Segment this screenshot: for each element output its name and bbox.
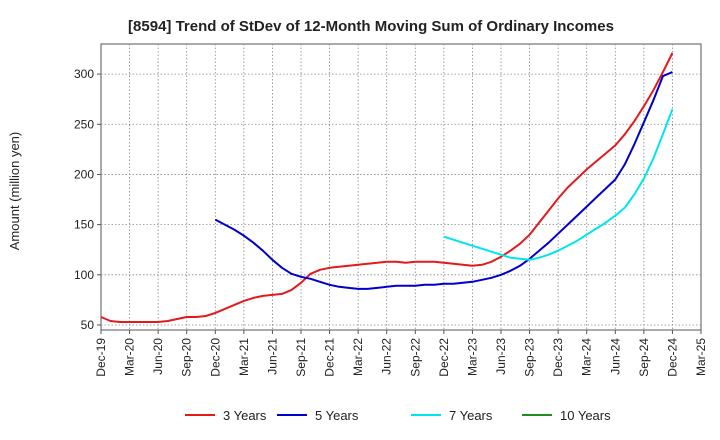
x-tick-label: Sep-23 — [523, 338, 537, 377]
x-tick-label: Mar-20 — [123, 338, 137, 376]
x-tick-label: Jun-22 — [380, 338, 394, 375]
x-tick-label: Dec-19 — [94, 338, 108, 377]
x-tick-label: Jun-23 — [494, 338, 508, 375]
y-tick-label: 300 — [74, 67, 94, 81]
x-tick-label: Dec-20 — [208, 338, 222, 377]
x-tick-label: Mar-22 — [351, 338, 365, 376]
chart-title: [8594] Trend of StDev of 12-Month Moving… — [128, 18, 614, 35]
x-tick-label: Dec-24 — [665, 338, 679, 377]
x-tick-label: Dec-23 — [551, 338, 565, 377]
x-tick-label: Mar-23 — [465, 338, 479, 376]
y-tick-label: 150 — [74, 218, 94, 232]
plot-area: Dec-19 Mar-20 Jun-20 Sep-20 Dec-20 Mar-21 Jun-… — [74, 43, 708, 377]
legend-label-3-years: 3 Years — [223, 408, 267, 423]
x-tick-label: Sep-21 — [294, 338, 308, 377]
y-tick-label: 250 — [74, 117, 94, 131]
plot-frame — [100, 43, 702, 331]
y-tick-label: 100 — [74, 268, 94, 282]
legend: 3 Years 5 Years 7 Years 10 Years — [185, 408, 611, 423]
y-tick-label: 200 — [74, 167, 94, 181]
series-line-7-years — [443, 108, 674, 261]
x-tick-label: Sep-22 — [408, 338, 422, 377]
x-tick-label: Jun-24 — [608, 338, 622, 375]
x-tick-label: Mar-25 — [694, 338, 708, 376]
series-line-3-years — [100, 52, 674, 323]
legend-label-10-years: 10 Years — [560, 408, 611, 423]
x-tick-label: Jun-20 — [151, 338, 165, 375]
y-tick-label: 50 — [81, 318, 95, 332]
x-tick-label: Mar-24 — [580, 338, 594, 376]
series-line-5-years — [214, 71, 673, 290]
x-tick-label: Jun-21 — [265, 338, 279, 375]
x-tick-label: Sep-20 — [180, 338, 194, 377]
x-tick-label: Dec-22 — [437, 338, 451, 377]
x-tick-label: Mar-21 — [237, 338, 251, 376]
legend-label-7-years: 7 Years — [449, 408, 493, 423]
legend-label-5-years: 5 Years — [315, 408, 359, 423]
y-axis-label: Amount (million yen) — [7, 132, 22, 251]
x-tick-label: Sep-24 — [637, 338, 651, 377]
x-tick-label: Dec-21 — [323, 338, 337, 377]
